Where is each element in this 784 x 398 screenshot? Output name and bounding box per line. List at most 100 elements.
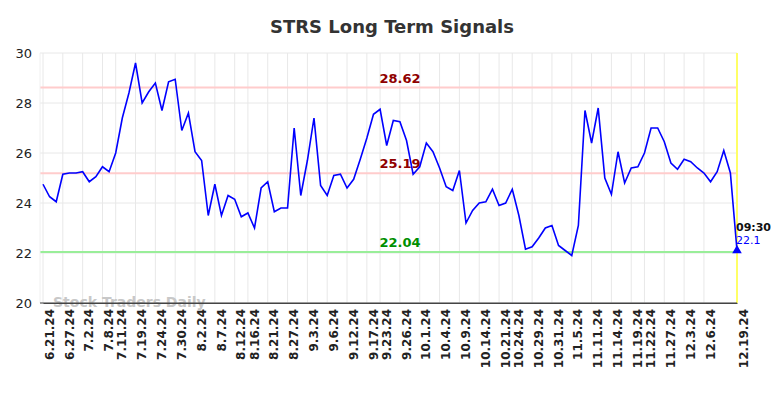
tick: 7.19.24 [135,303,149,360]
tick: 6.27.24 [63,303,77,360]
grid-line [247,53,248,303]
grid-line [135,53,136,303]
reference-line [40,87,737,89]
grid-line [591,53,592,303]
tick-label: 22 [15,246,32,261]
tick: 22 [15,246,40,261]
tick: 9.26.24 [400,303,414,360]
tick-label: 7.19.24 [135,309,149,360]
tick-label: 8.2.24 [195,309,209,352]
tick: 9.3.24 [307,303,321,352]
tick: 10.24.24 [512,303,526,368]
reference-label: 25.19 [379,156,420,171]
tick-label: 10.29.24 [532,309,546,368]
price-line [43,63,737,256]
tick-label: 11.11.24 [591,309,605,368]
tick: 11.22.24 [644,303,658,368]
grid-line [512,53,513,303]
grid-line [307,53,308,303]
tick-label: 7.2.24 [82,309,96,352]
tick: 10.21.24 [499,303,513,368]
grid-line [366,53,367,303]
tick-label: 12.3.24 [684,309,698,360]
grid-line [214,53,215,303]
tick: 8.27.24 [287,303,301,360]
tick-label: 9.6.24 [327,309,341,352]
tick: 12.19.24 [737,303,751,368]
grid-line [43,53,44,303]
tick: 8.12.24 [234,303,248,360]
plot-area [43,63,742,256]
grid-line [40,53,737,54]
grid-line [175,53,176,303]
watermark: Stock Traders Daily [53,294,206,310]
tick-label: 9.12.24 [347,309,361,360]
tick-label: 8.16.24 [248,309,262,360]
tick-label: 10.4.24 [439,309,453,360]
grid-line [551,53,552,303]
grid-line [155,53,156,303]
grid-line [40,203,737,204]
grid-line [571,53,572,303]
last-time: 09:30 [736,221,771,234]
tick-label: 7.8.24 [102,309,116,352]
title: STRS Long Term Signals [270,16,514,37]
tick: 9.12.24 [347,303,361,360]
tick: 12.3.24 [684,303,698,360]
grid-line [40,253,737,254]
grid-line [499,53,500,303]
tick-label: 26 [15,146,32,161]
tick-label: 6.21.24 [43,309,57,360]
tick: 20 [15,296,40,311]
grid-line [287,53,288,303]
grid-line [439,53,440,303]
grid-line [40,103,737,104]
last-marker-line [736,53,738,303]
last-value: 22.1 [736,234,761,247]
tick-label: 30 [15,46,32,61]
grid-line [195,53,196,303]
tick-label: 7.11.24 [115,309,129,360]
tick-label: 10.14.24 [479,309,493,368]
reference-line [40,172,737,174]
tick-label: 24 [15,196,32,211]
tick-label: 12.19.24 [737,309,751,368]
reference-label: 28.62 [379,71,420,86]
grid-line [419,53,420,303]
tick-label: 11.19.24 [631,309,645,368]
tick-label: 11.27.24 [664,309,678,368]
tick-label: 8.7.24 [215,309,229,352]
tick-label: 7.24.24 [155,309,169,360]
grid-line [684,53,685,303]
tick: 28 [15,96,40,111]
y-axis: 20 22 24 26 28 30 [15,46,40,311]
tick: 10.4.24 [439,303,453,360]
tick: 11.5.24 [571,303,585,360]
grid-line [40,303,737,304]
tick-label: 8.21.24 [267,309,281,360]
tick-label: 11.5.24 [571,309,585,360]
grid-line [347,53,348,303]
tick-label: 28 [15,96,32,111]
tick: 11.14.24 [611,303,625,368]
tick-label: 8.12.24 [234,309,248,360]
tick-label: 9.26.24 [400,309,414,360]
tick: 7.24.24 [155,303,169,360]
reference-line [40,251,737,253]
tick: 30 [15,46,40,61]
grid-line [234,53,235,303]
tick-label: 10.1.24 [419,309,433,360]
axis-line [40,54,41,304]
tick: 9.17.24 [367,303,381,360]
grid-line [40,153,737,154]
grid [40,53,737,303]
tick-label: 12.6.24 [704,309,718,360]
grid-line [380,53,381,303]
axis-line [40,303,737,304]
grid-line [664,53,665,303]
grid-line [399,53,400,303]
tick: 7.11.24 [115,303,129,360]
tick: 8.7.24 [215,303,229,352]
tick-label: 9.23.24 [380,309,394,360]
chart: STRS Long Term Signals Stock Traders Dail… [0,0,784,398]
